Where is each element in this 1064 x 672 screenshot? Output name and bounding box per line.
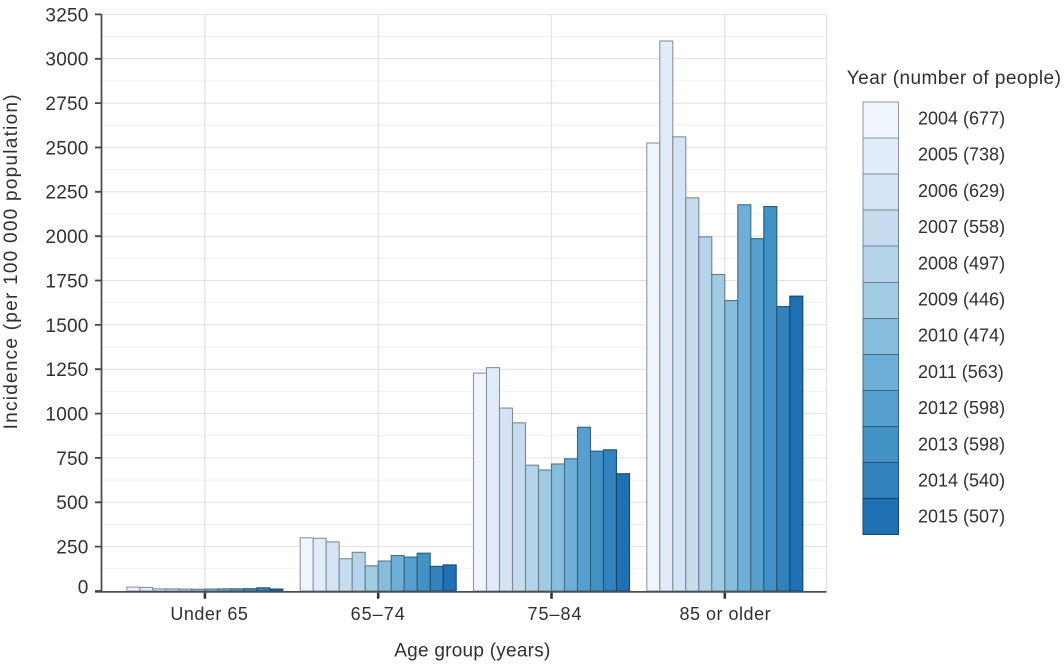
svg-text:2014 (540): 2014 (540): [918, 470, 1005, 490]
svg-text:750: 750: [56, 449, 88, 470]
svg-text:500: 500: [56, 493, 88, 514]
svg-text:2007 (558): 2007 (558): [918, 217, 1005, 237]
svg-text:2750: 2750: [45, 94, 88, 115]
svg-text:1500: 1500: [45, 316, 88, 337]
svg-text:Year (number of people): Year (number of people): [847, 68, 1062, 89]
svg-text:75–84: 75–84: [527, 604, 582, 624]
svg-text:3000: 3000: [45, 50, 88, 71]
svg-text:2000: 2000: [45, 227, 88, 248]
svg-text:65–74: 65–74: [351, 604, 406, 624]
svg-text:1750: 1750: [45, 271, 88, 292]
svg-text:1000: 1000: [45, 405, 88, 426]
svg-text:Age group (years): Age group (years): [394, 641, 550, 662]
svg-text:3250: 3250: [45, 5, 88, 26]
svg-text:2004 (677): 2004 (677): [918, 108, 1005, 128]
svg-text:Incidence (per 100 000 populat: Incidence (per 100 000 population): [1, 93, 22, 429]
svg-text:85 or older: 85 or older: [680, 604, 772, 624]
svg-text:2500: 2500: [45, 138, 88, 159]
svg-text:2013 (598): 2013 (598): [918, 434, 1005, 454]
svg-text:2010 (474): 2010 (474): [918, 326, 1005, 346]
svg-text:0: 0: [78, 578, 89, 599]
svg-text:Under 65: Under 65: [170, 604, 248, 624]
svg-text:2015 (507): 2015 (507): [918, 507, 1005, 527]
svg-text:1250: 1250: [45, 360, 88, 381]
svg-text:2005 (738): 2005 (738): [918, 145, 1005, 165]
svg-text:250: 250: [56, 538, 88, 559]
svg-text:2250: 2250: [45, 183, 88, 204]
svg-text:2012 (598): 2012 (598): [918, 398, 1005, 418]
svg-text:2006 (629): 2006 (629): [918, 181, 1005, 201]
svg-text:2009 (446): 2009 (446): [918, 289, 1005, 309]
svg-text:2011 (563): 2011 (563): [918, 362, 1004, 382]
svg-text:2008 (497): 2008 (497): [918, 253, 1005, 273]
